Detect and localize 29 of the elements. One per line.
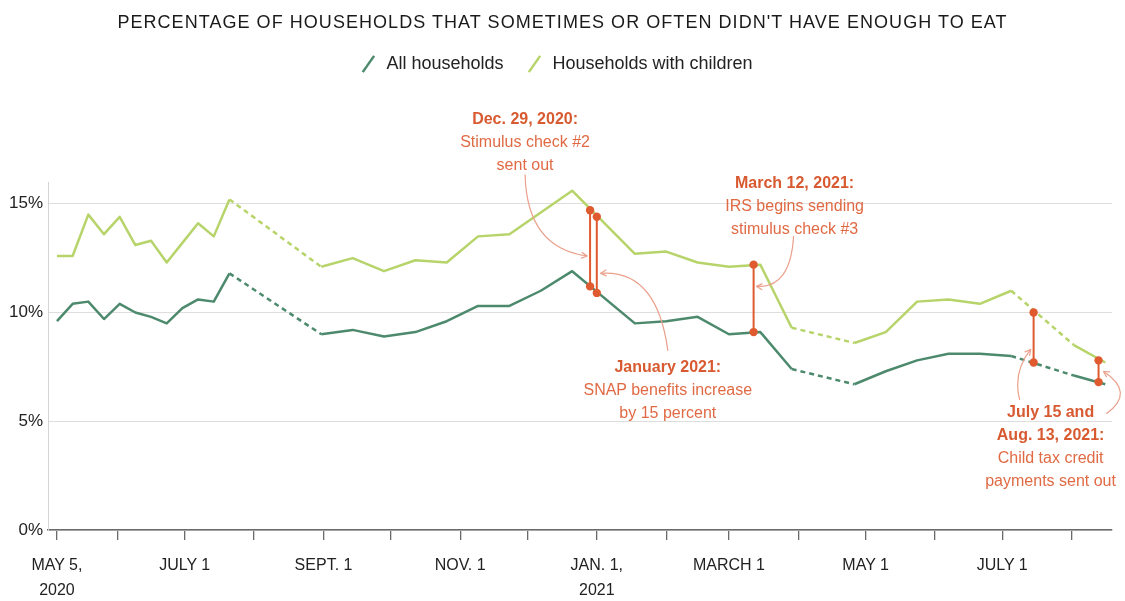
annotation: July 15 and Aug. 13, 2021: Child tax credit payments sent out [985,402,1117,489]
point [1094,356,1103,365]
x-tick-label: MAY 5, 2020 [31,555,83,598]
point [585,206,595,215]
y-tick-label: 10% [8,302,43,322]
point [1029,308,1038,317]
point [1094,377,1103,387]
annotation: March 12, 2021: IRS begins sending stimulus check #3 [725,173,864,237]
annotation: Dec. 29, 2020: Stimulus check #2 sent out [460,110,591,174]
x-tick-label: SEPT. 1 [294,555,353,573]
legend-label: Households with children [552,52,753,73]
y-tick-label: 5% [18,410,43,430]
point [592,212,601,221]
point [585,282,595,291]
y-tick-label: 15% [8,193,43,213]
point [1029,358,1038,367]
x-tick-label: NOV. 1 [434,555,486,573]
x-tick-label: JULY 1 [976,555,1028,573]
point [592,288,601,298]
y-tick-label: 0% [18,519,43,539]
point [749,327,758,337]
x-tick-label: MAY 1 [842,555,889,573]
point [749,260,758,269]
legend-label: All households [386,52,504,73]
x-tick-label: MARCH 1 [692,555,766,573]
annotation: January 2021: SNAP benefits increase by 15 percent [583,357,753,421]
x-tick-label: JULY 1 [159,555,211,573]
x-tick-label: JAN. 1, 2021 [570,555,624,598]
chart-title: PERCENTAGE OF HOUSEHOLDS THAT SOMETIMES OR OFTEN DIDN'T HAVE ENOUGH TO EAT [116,11,1009,34]
